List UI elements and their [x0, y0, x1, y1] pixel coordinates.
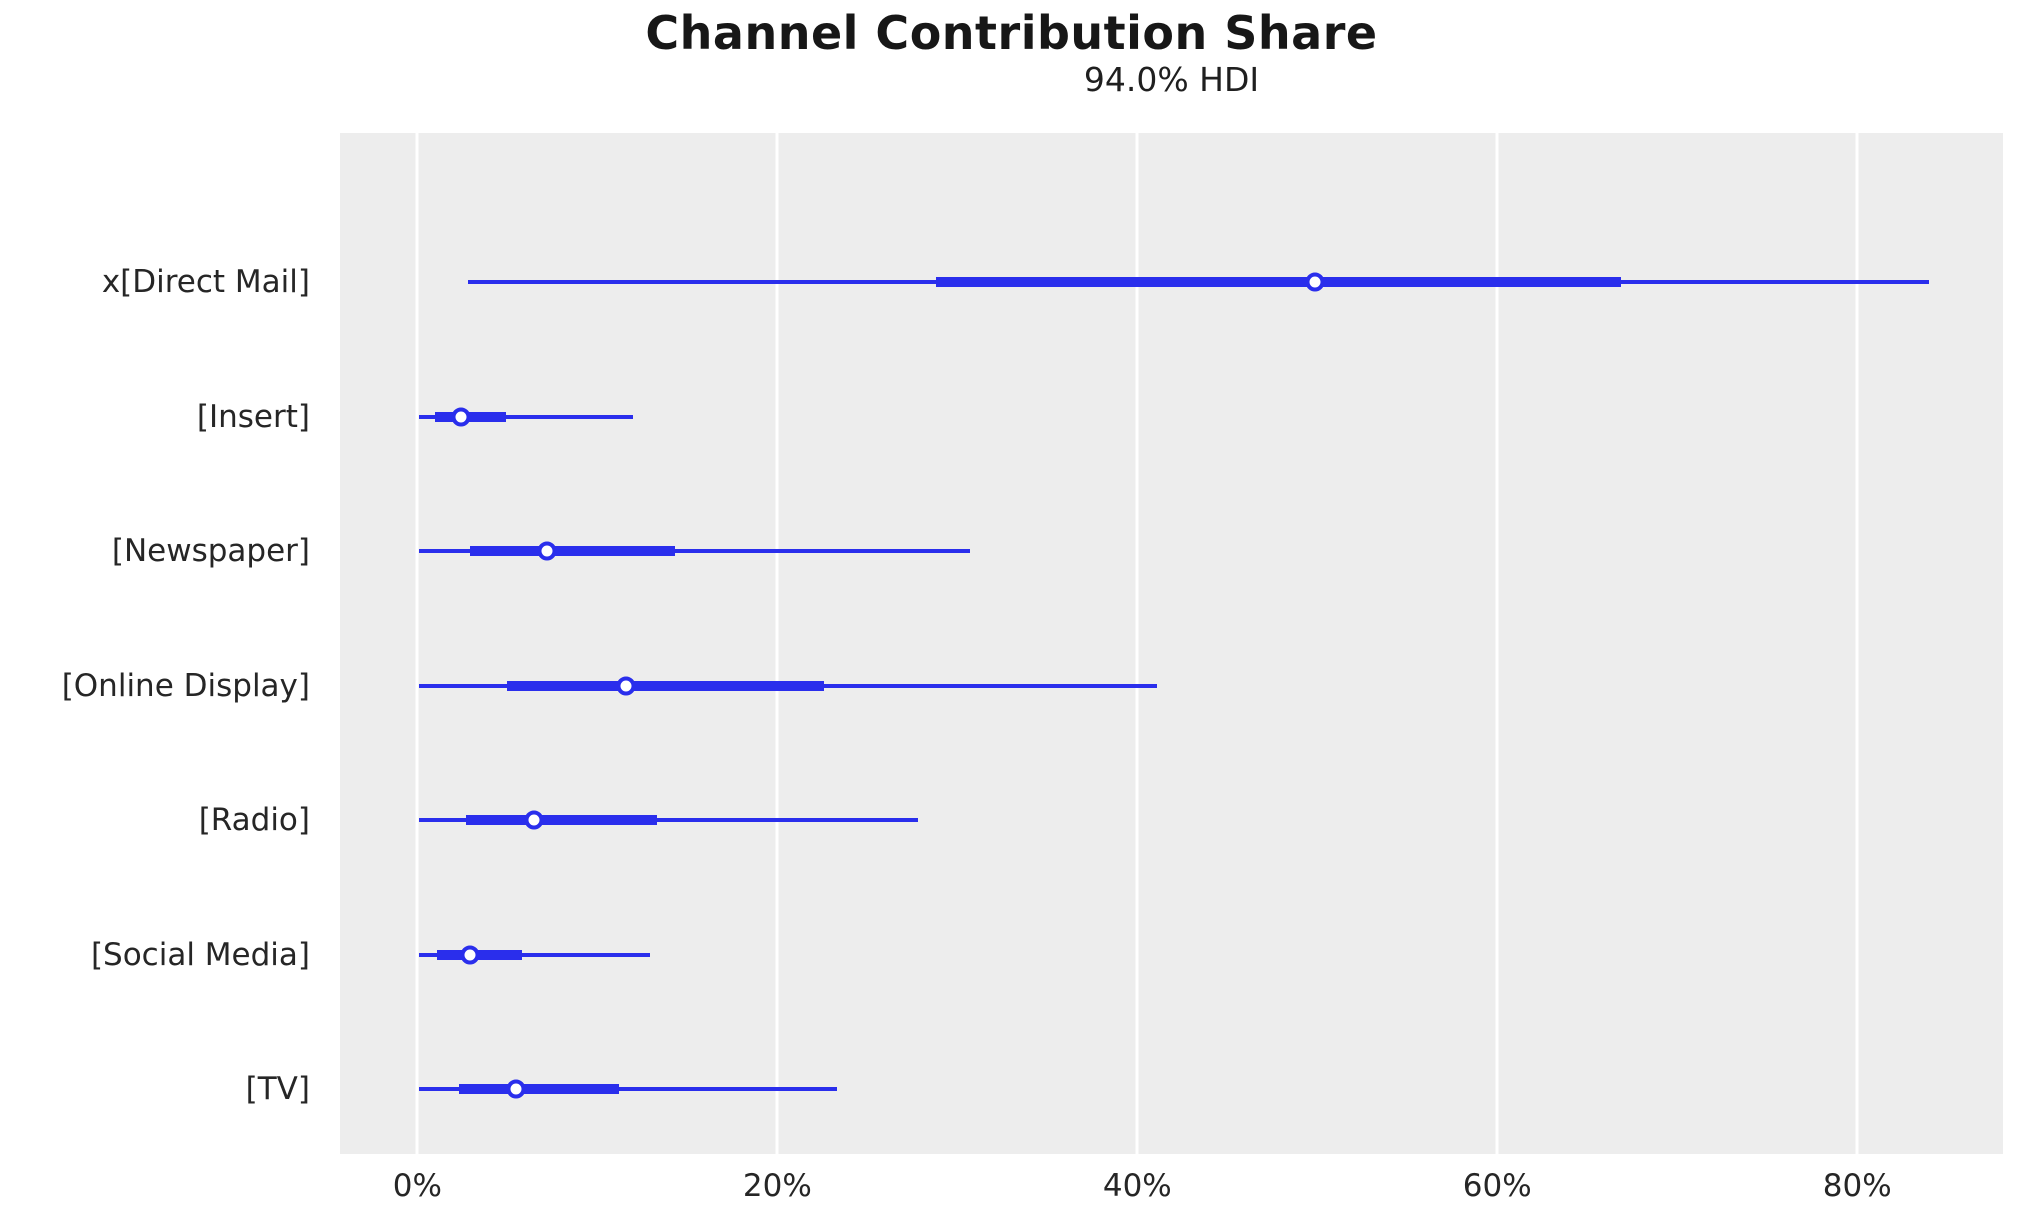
- quartile-interval-line: [435, 411, 506, 422]
- median-point-marker: [537, 541, 557, 561]
- hdi-interval-line: [419, 952, 650, 957]
- median-point-marker: [616, 676, 636, 696]
- y-tick-label: [TV]: [245, 1071, 310, 1108]
- chart-title: Channel Contribution Share: [645, 6, 1378, 60]
- x-tick-label: 80%: [1822, 1168, 1892, 1204]
- gridline-80%: [1855, 133, 1859, 1154]
- y-tick-label: [Social Media]: [90, 936, 310, 973]
- quartile-interval-line: [507, 680, 825, 691]
- y-tick-label: [Radio]: [198, 802, 310, 839]
- median-point-marker: [460, 945, 480, 965]
- x-tick-label: 40%: [1102, 1168, 1172, 1204]
- x-tick-label: 60%: [1462, 1168, 1532, 1204]
- hdi-interval-line: [419, 1087, 837, 1092]
- median-point-marker: [506, 1079, 526, 1099]
- plot-area: [340, 133, 2003, 1154]
- quartile-interval-line: [465, 815, 657, 826]
- x-tick-label: 0%: [392, 1168, 442, 1204]
- quartile-interval-line: [469, 546, 675, 557]
- x-tick-label: 20%: [742, 1168, 812, 1204]
- quartile-interval-line: [935, 277, 1622, 288]
- quartile-interval-line: [458, 1084, 619, 1095]
- hdi-interval-line: [419, 549, 970, 554]
- gridline-0%: [415, 133, 419, 1154]
- median-point-marker: [451, 407, 471, 427]
- y-tick-label: [Online Display]: [61, 667, 310, 704]
- hdi-interval-line: [419, 414, 634, 419]
- quartile-interval-line: [437, 949, 522, 960]
- hdi-interval-line: [419, 818, 918, 823]
- median-point-marker: [524, 810, 544, 830]
- gridline-60%: [1495, 133, 1499, 1154]
- gridline-40%: [1135, 133, 1139, 1154]
- y-tick-label: x[Direct Mail]: [101, 264, 310, 301]
- gridline-20%: [775, 133, 779, 1154]
- y-tick-label: [Newspaper]: [111, 533, 310, 570]
- chart-subtitle-hdi: 94.0% HDI: [1083, 60, 1260, 99]
- median-point-marker: [1305, 272, 1325, 292]
- y-tick-label: [Insert]: [196, 398, 310, 435]
